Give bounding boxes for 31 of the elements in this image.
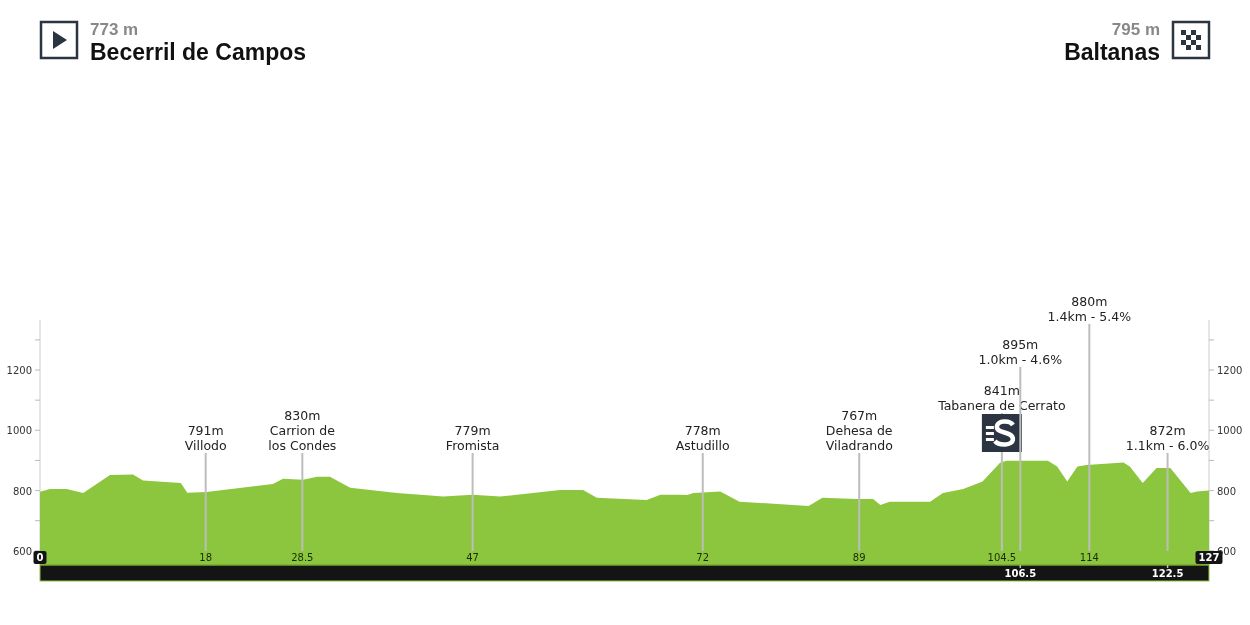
ref-line-label: 779m Fromista [445, 423, 500, 453]
ref-line-label: 895m 1.0km - 4.6% [978, 337, 1063, 367]
y2-tick-label: 800 [1217, 485, 1237, 497]
x-tick-label: 0 [36, 552, 44, 563]
chart-title: Becerril de Campos [90, 39, 307, 65]
x-tick-label: 89 [852, 552, 866, 563]
ref-line-label: 841m Tabanera de Cerrato [937, 383, 1066, 413]
ref-line-label: 872m 1.1km - 6.0% [1125, 423, 1210, 453]
x-tick-label: 72 [696, 552, 710, 563]
ref-line-label: 830m Carrion de los Condes [268, 408, 337, 453]
ref-line-label: 791m Villodo [184, 423, 227, 453]
x2-tick-label: 122.5 [1151, 568, 1184, 579]
ref-line-label: 880m 1.4km - 5.4% [1047, 294, 1132, 324]
x-tick-label: 104.5 [987, 552, 1017, 563]
y-tick-label: 800 [12, 485, 32, 497]
x-tick-label: 127 [1198, 552, 1220, 563]
text: 795 m [1111, 20, 1160, 39]
x-tick-label: 28.5 [291, 552, 314, 563]
ref-line-label: 778m Astudillo [675, 423, 730, 453]
x2-tick-label: 106.5 [1004, 568, 1037, 579]
y-tick-label: 1000 [6, 425, 32, 437]
x-tick-label: 114 [1079, 552, 1099, 563]
y-tick-label: 1200 [6, 365, 32, 377]
x-tick-label: 47 [466, 552, 479, 563]
x-tick-label: 18 [199, 552, 213, 563]
y2-tick-label: 1000 [1217, 425, 1243, 437]
text: Baltanas [1064, 39, 1160, 65]
ref-line-label: 767m Dehesa de Viladrando [825, 408, 893, 453]
chart-subtitle: 773 m [90, 20, 139, 39]
y-tick-label: 600 [12, 545, 32, 557]
y2-tick-label: 1200 [1217, 365, 1243, 377]
